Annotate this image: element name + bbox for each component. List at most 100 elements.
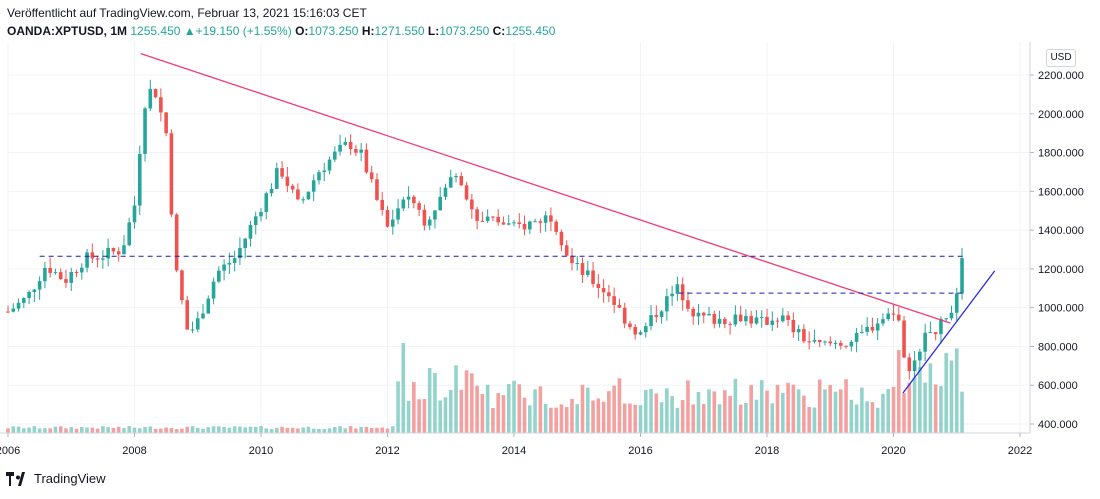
symbol-label[interactable]: OANDA:XPTUSD, 1M — [7, 24, 128, 38]
volume-bar — [269, 428, 274, 433]
candle-body — [301, 199, 305, 201]
candle-body — [348, 141, 353, 149]
candle-body — [754, 317, 759, 324]
candle-body — [817, 339, 822, 343]
candle-body — [918, 351, 922, 361]
volume-bar — [817, 379, 822, 433]
volume-bar — [174, 428, 179, 433]
volume-bar — [185, 426, 190, 433]
candle-body — [717, 318, 722, 324]
volume-bar — [369, 427, 374, 433]
volume-bar — [949, 360, 954, 433]
x-tick-label: 2012 — [375, 445, 399, 457]
volume-bar — [53, 426, 58, 433]
candle-body — [159, 97, 163, 113]
candle-body — [95, 258, 100, 260]
volume-bar — [538, 386, 543, 433]
candle-body — [248, 225, 253, 239]
candle-body — [174, 214, 179, 271]
volume-bar — [628, 403, 632, 433]
volume-bar — [796, 389, 801, 433]
volume-bar — [406, 400, 411, 433]
candle-body — [27, 291, 31, 299]
volume-bar — [243, 427, 247, 433]
candle-body — [786, 315, 790, 320]
candle-body — [332, 151, 337, 160]
open-value: 1073.250 — [308, 24, 359, 38]
candle-body — [512, 222, 516, 224]
trendline-ascending-support — [902, 270, 996, 394]
volume-bar — [90, 427, 95, 433]
y-tick-label: 2000.000 — [1038, 109, 1084, 121]
candle-body — [369, 172, 374, 180]
volume-bar — [143, 426, 147, 433]
candle-body — [180, 270, 184, 301]
candle-body — [6, 311, 10, 313]
candle-body — [90, 252, 95, 259]
candle-body — [280, 168, 284, 177]
volume-bar — [164, 427, 168, 433]
candle-body — [211, 281, 216, 299]
candle-body — [522, 223, 527, 230]
volume-bar — [332, 427, 337, 433]
volume-bar — [48, 428, 52, 433]
volume-bar — [891, 386, 896, 433]
tradingview-footer[interactable]: TradingView — [6, 471, 106, 486]
candle-body — [791, 319, 796, 333]
volume-bar — [939, 386, 943, 433]
candle-body — [385, 210, 390, 227]
candle-body — [770, 320, 775, 325]
candle-body — [464, 185, 469, 200]
candle-body — [406, 196, 411, 200]
volume-bar — [201, 428, 205, 433]
candle-body — [686, 300, 690, 309]
volume-bar — [438, 400, 443, 433]
volume-bar — [649, 389, 653, 433]
volume-bar — [459, 389, 464, 433]
candle-body — [628, 323, 632, 328]
candle-body — [496, 216, 500, 223]
candle-body — [933, 332, 938, 335]
candle-body — [354, 148, 358, 153]
candle-body — [485, 216, 490, 221]
volume-bar — [248, 426, 253, 433]
candle-body — [554, 221, 558, 232]
volume-bar — [433, 372, 437, 433]
volume-bar — [870, 402, 875, 433]
candle-body — [343, 141, 348, 145]
candle-body — [570, 255, 574, 264]
candle-body — [285, 176, 290, 186]
candle-body — [654, 315, 659, 317]
volume-bar — [896, 350, 901, 433]
volume-bar — [412, 382, 416, 433]
volume-bar — [802, 395, 806, 433]
volume-bar — [654, 393, 659, 433]
low-label: L: — [427, 24, 440, 38]
volume-bar — [707, 389, 711, 433]
candle-body — [712, 313, 717, 324]
volume-bar — [633, 404, 638, 433]
candle-body — [912, 360, 917, 372]
candle-body — [601, 288, 606, 293]
candle-body — [206, 298, 211, 314]
volume-bar — [16, 426, 21, 433]
candle-body — [549, 215, 553, 222]
candle-body — [311, 180, 316, 192]
candle-body — [665, 296, 669, 312]
volume-bar — [238, 426, 242, 433]
candle-body — [886, 313, 891, 320]
currency-badge[interactable]: USD — [1046, 49, 1076, 67]
volume-bar — [865, 401, 869, 433]
candle-body — [48, 267, 52, 273]
candle-body — [317, 172, 321, 181]
candle-body — [849, 341, 854, 347]
candle-body — [823, 341, 827, 343]
candle-body — [802, 329, 806, 342]
volume-bar — [954, 348, 959, 433]
candle-body — [781, 315, 785, 322]
candle-body — [243, 238, 247, 249]
volume-bar — [338, 426, 342, 433]
volume-bar — [6, 428, 10, 433]
volume-bar — [522, 397, 527, 433]
